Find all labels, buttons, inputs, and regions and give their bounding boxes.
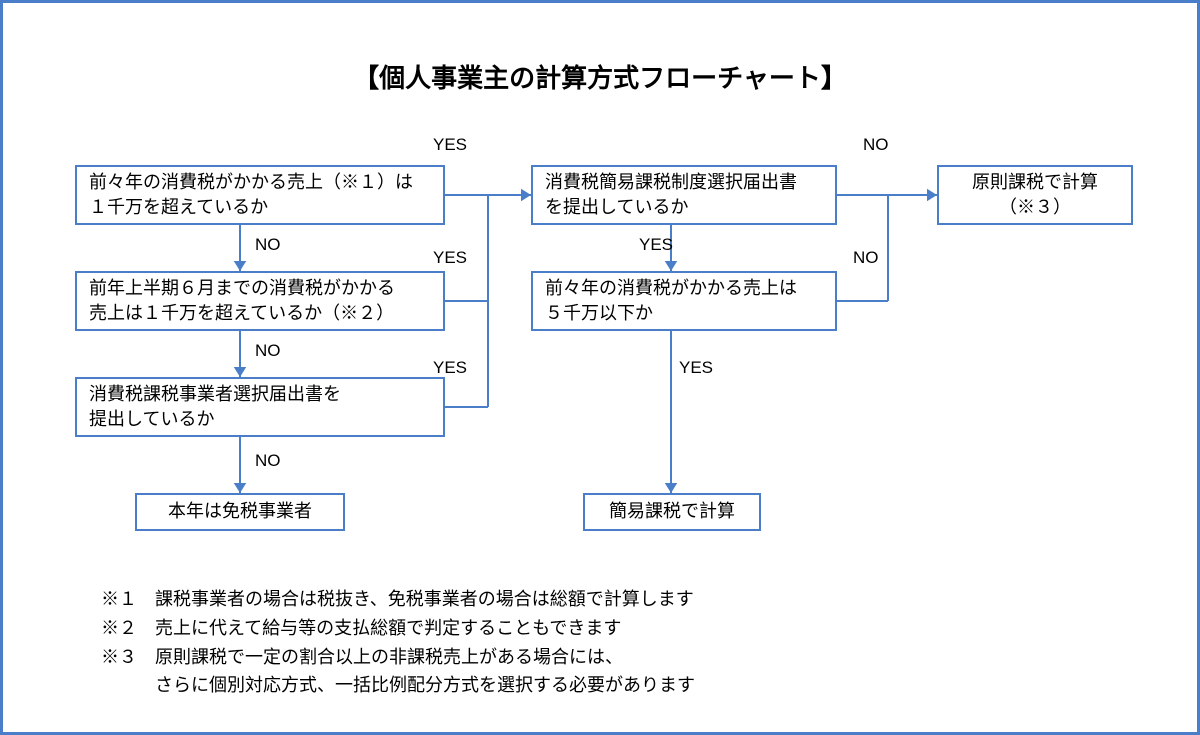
footnote-line: ※３ 原則課税で一定の割合以上の非課税売上がある場合には、 — [101, 643, 695, 672]
node-r2: 簡易課税で計算 — [583, 493, 761, 531]
footnote-line: さらに個別対応方式、一括比例配分方式を選択する必要があります — [101, 671, 695, 700]
flowchart-frame: 【個人事業主の計算方式フローチャート】 ※１ 課税事業者の場合は税抜き、免税事業… — [0, 0, 1200, 735]
footnote-line: ※２ 売上に代えて給与等の支払総額で判定することもできます — [101, 614, 695, 643]
node-r1: 本年は免税事業者 — [135, 493, 345, 531]
chart-title: 【個人事業主の計算方式フローチャート】 — [3, 58, 1197, 95]
node-q3: 消費税課税事業者選択届出書を提出しているか — [75, 377, 445, 437]
edge-label-3: NO — [255, 341, 281, 361]
edge-label-9: YES — [679, 358, 713, 378]
edge-label-7: YES — [639, 235, 673, 255]
node-q2: 前年上半期６月までの消費税がかかる売上は１千万を超えているか（※２） — [75, 271, 445, 331]
node-q1: 前々年の消費税がかかる売上（※１）は１千万を超えているか — [75, 165, 445, 225]
edge-label-2: YES — [433, 248, 467, 268]
edge-label-4: YES — [433, 358, 467, 378]
footnote-line: ※１ 課税事業者の場合は税抜き、免税事業者の場合は総額で計算します — [101, 585, 695, 614]
edge-label-6: NO — [863, 135, 889, 155]
node-r3: 原則課税で計算（※３） — [937, 165, 1133, 225]
edge-label-0: YES — [433, 135, 467, 155]
node-q5: 前々年の消費税がかかる売上は５千万以下か — [531, 271, 837, 331]
edge-label-5: NO — [255, 451, 281, 471]
footnotes: ※１ 課税事業者の場合は税抜き、免税事業者の場合は総額で計算します※２ 売上に代… — [101, 585, 695, 700]
node-q4: 消費税簡易課税制度選択届出書を提出しているか — [531, 165, 837, 225]
edge-label-1: NO — [255, 235, 281, 255]
edge-label-8: NO — [853, 248, 879, 268]
